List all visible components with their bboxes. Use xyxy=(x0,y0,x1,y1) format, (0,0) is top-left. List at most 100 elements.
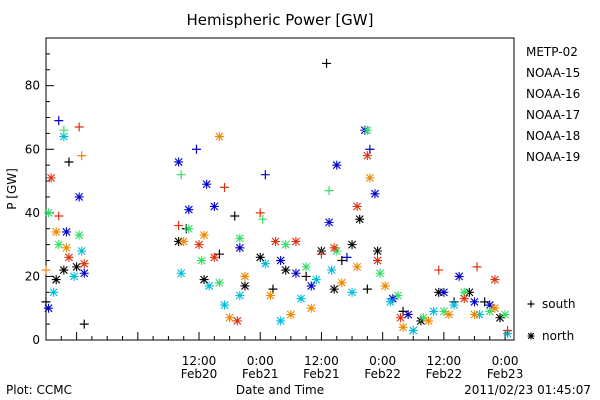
plot-frame xyxy=(45,37,515,341)
metp-02-north-marker xyxy=(329,284,339,294)
legend-south-label: south xyxy=(542,297,576,311)
noaa-19-north-marker xyxy=(459,294,469,304)
noaa-19-north-marker xyxy=(271,236,281,246)
noaa-16-north-marker xyxy=(176,268,186,278)
noaa-19-north-marker xyxy=(209,252,219,262)
noaa-19-north-marker xyxy=(79,259,89,269)
noaa-17-north-marker xyxy=(74,230,84,240)
plot-source-label: Plot: CCMC xyxy=(6,383,72,397)
noaa-18-north-marker xyxy=(214,132,224,142)
noaa-17-south-marker xyxy=(324,186,334,196)
noaa-18-north-marker xyxy=(380,281,390,291)
x-tick-time-label: 12:00 xyxy=(427,354,462,368)
x-tick-time-label: 12:00 xyxy=(304,354,339,368)
noaa-17-north-marker xyxy=(439,306,449,316)
noaa-19-south-marker xyxy=(74,122,84,132)
noaa-18-north-marker xyxy=(199,230,209,240)
x-tick-date-label: Feb22 xyxy=(426,367,463,381)
noaa-17-north-marker xyxy=(393,290,403,300)
metp-02-south-marker xyxy=(480,297,490,307)
x-tick-date-label: Feb21 xyxy=(303,367,340,381)
legend-noaa-19: NOAA-19 xyxy=(526,150,580,164)
noaa-16-north-marker xyxy=(327,265,337,275)
metp-02-north-marker xyxy=(281,265,291,275)
x-tick-date-label: Feb20 xyxy=(181,367,218,381)
data-markers xyxy=(41,58,513,339)
noaa-15-north-marker xyxy=(324,217,334,227)
noaa-19-north-marker xyxy=(46,173,56,183)
legend-metp-02: METP-02 xyxy=(526,45,578,59)
metp-02-south-marker xyxy=(268,284,278,294)
noaa-18-north-marker xyxy=(179,236,189,246)
noaa-19-south-marker xyxy=(472,262,482,272)
noaa-17-north-marker xyxy=(197,256,207,266)
noaa-17-north-marker xyxy=(500,310,510,320)
chart-title: Hemispheric Power [GW] xyxy=(187,11,374,29)
x-tick-time-label: 12:00 xyxy=(182,354,217,368)
metp-02-north-marker xyxy=(464,287,474,297)
legend-south-marker xyxy=(527,300,535,308)
metp-02-north-marker xyxy=(240,281,250,291)
noaa-19-north-marker xyxy=(291,236,301,246)
noaa-19-south-marker xyxy=(255,208,265,218)
noaa-17-north-marker xyxy=(362,125,372,135)
legend-noaa-17: NOAA-17 xyxy=(526,108,580,122)
noaa-17-north-marker xyxy=(184,224,194,234)
metp-02-south-marker xyxy=(230,211,240,221)
noaa-15-north-marker xyxy=(44,303,54,313)
noaa-18-north-marker xyxy=(365,173,375,183)
noaa-19-north-marker xyxy=(194,240,204,250)
metp-02-north-marker xyxy=(174,236,184,246)
y-tick-label: 0 xyxy=(32,333,40,347)
noaa-19-north-marker xyxy=(490,275,500,285)
noaa-15-north-marker xyxy=(485,300,495,310)
metp-02-north-marker xyxy=(51,275,61,285)
noaa-18-north-marker xyxy=(51,227,61,237)
metp-02-north-marker xyxy=(199,275,209,285)
noaa-15-north-marker xyxy=(276,256,286,266)
noaa-18-north-marker xyxy=(240,271,250,281)
noaa-17-north-marker xyxy=(54,240,64,250)
noaa-17-north-marker xyxy=(44,208,54,218)
noaa-18-north-marker xyxy=(225,313,235,323)
noaa-19-south-marker xyxy=(434,265,444,275)
noaa-16-north-marker xyxy=(449,300,459,310)
noaa-19-south-marker xyxy=(54,211,64,221)
noaa-18-north-marker xyxy=(490,303,500,313)
y-tick-label: 60 xyxy=(25,142,40,156)
noaa-18-north-marker xyxy=(469,310,479,320)
noaa-19-south-marker xyxy=(316,249,326,259)
y-axis-label: P [GW] xyxy=(5,168,19,210)
legend-noaa-15: NOAA-15 xyxy=(526,66,580,80)
metp-02-south-marker xyxy=(337,256,347,266)
legend-north-marker xyxy=(527,332,535,340)
y-axis: 0 20 40 60 80 xyxy=(25,37,54,347)
noaa-16-north-marker xyxy=(311,275,321,285)
noaa-15-north-marker xyxy=(370,189,380,199)
noaa-16-north-marker xyxy=(49,287,59,297)
metp-02-south-marker xyxy=(398,306,408,316)
x-tick-date-label: Feb21 xyxy=(242,367,279,381)
noaa-18-south-marker xyxy=(41,265,51,275)
noaa-18-north-marker xyxy=(265,290,275,300)
noaa-16-north-marker xyxy=(235,290,245,300)
noaa-16-north-marker xyxy=(77,246,87,256)
noaa-17-north-marker xyxy=(459,287,469,297)
noaa-19-north-marker xyxy=(329,243,339,253)
x-tick-date-label: Feb22 xyxy=(364,367,401,381)
y-tick-label: 40 xyxy=(25,206,40,220)
metp-02-south-marker xyxy=(301,271,311,281)
noaa-18-north-marker xyxy=(286,310,296,320)
noaa-15-north-marker xyxy=(174,157,184,167)
noaa-19-north-marker xyxy=(232,316,242,326)
metp-02-south-marker xyxy=(64,157,74,167)
y-tick-label: 80 xyxy=(25,79,40,93)
noaa-15-south-marker xyxy=(54,116,64,126)
noaa-17-north-marker xyxy=(214,278,224,288)
noaa-19-south-marker xyxy=(503,325,513,335)
x-tick-date-label: Feb23 xyxy=(487,367,524,381)
noaa-16-north-marker xyxy=(69,271,79,281)
noaa-15-north-marker xyxy=(202,179,212,189)
noaa-18-north-marker xyxy=(352,262,362,272)
